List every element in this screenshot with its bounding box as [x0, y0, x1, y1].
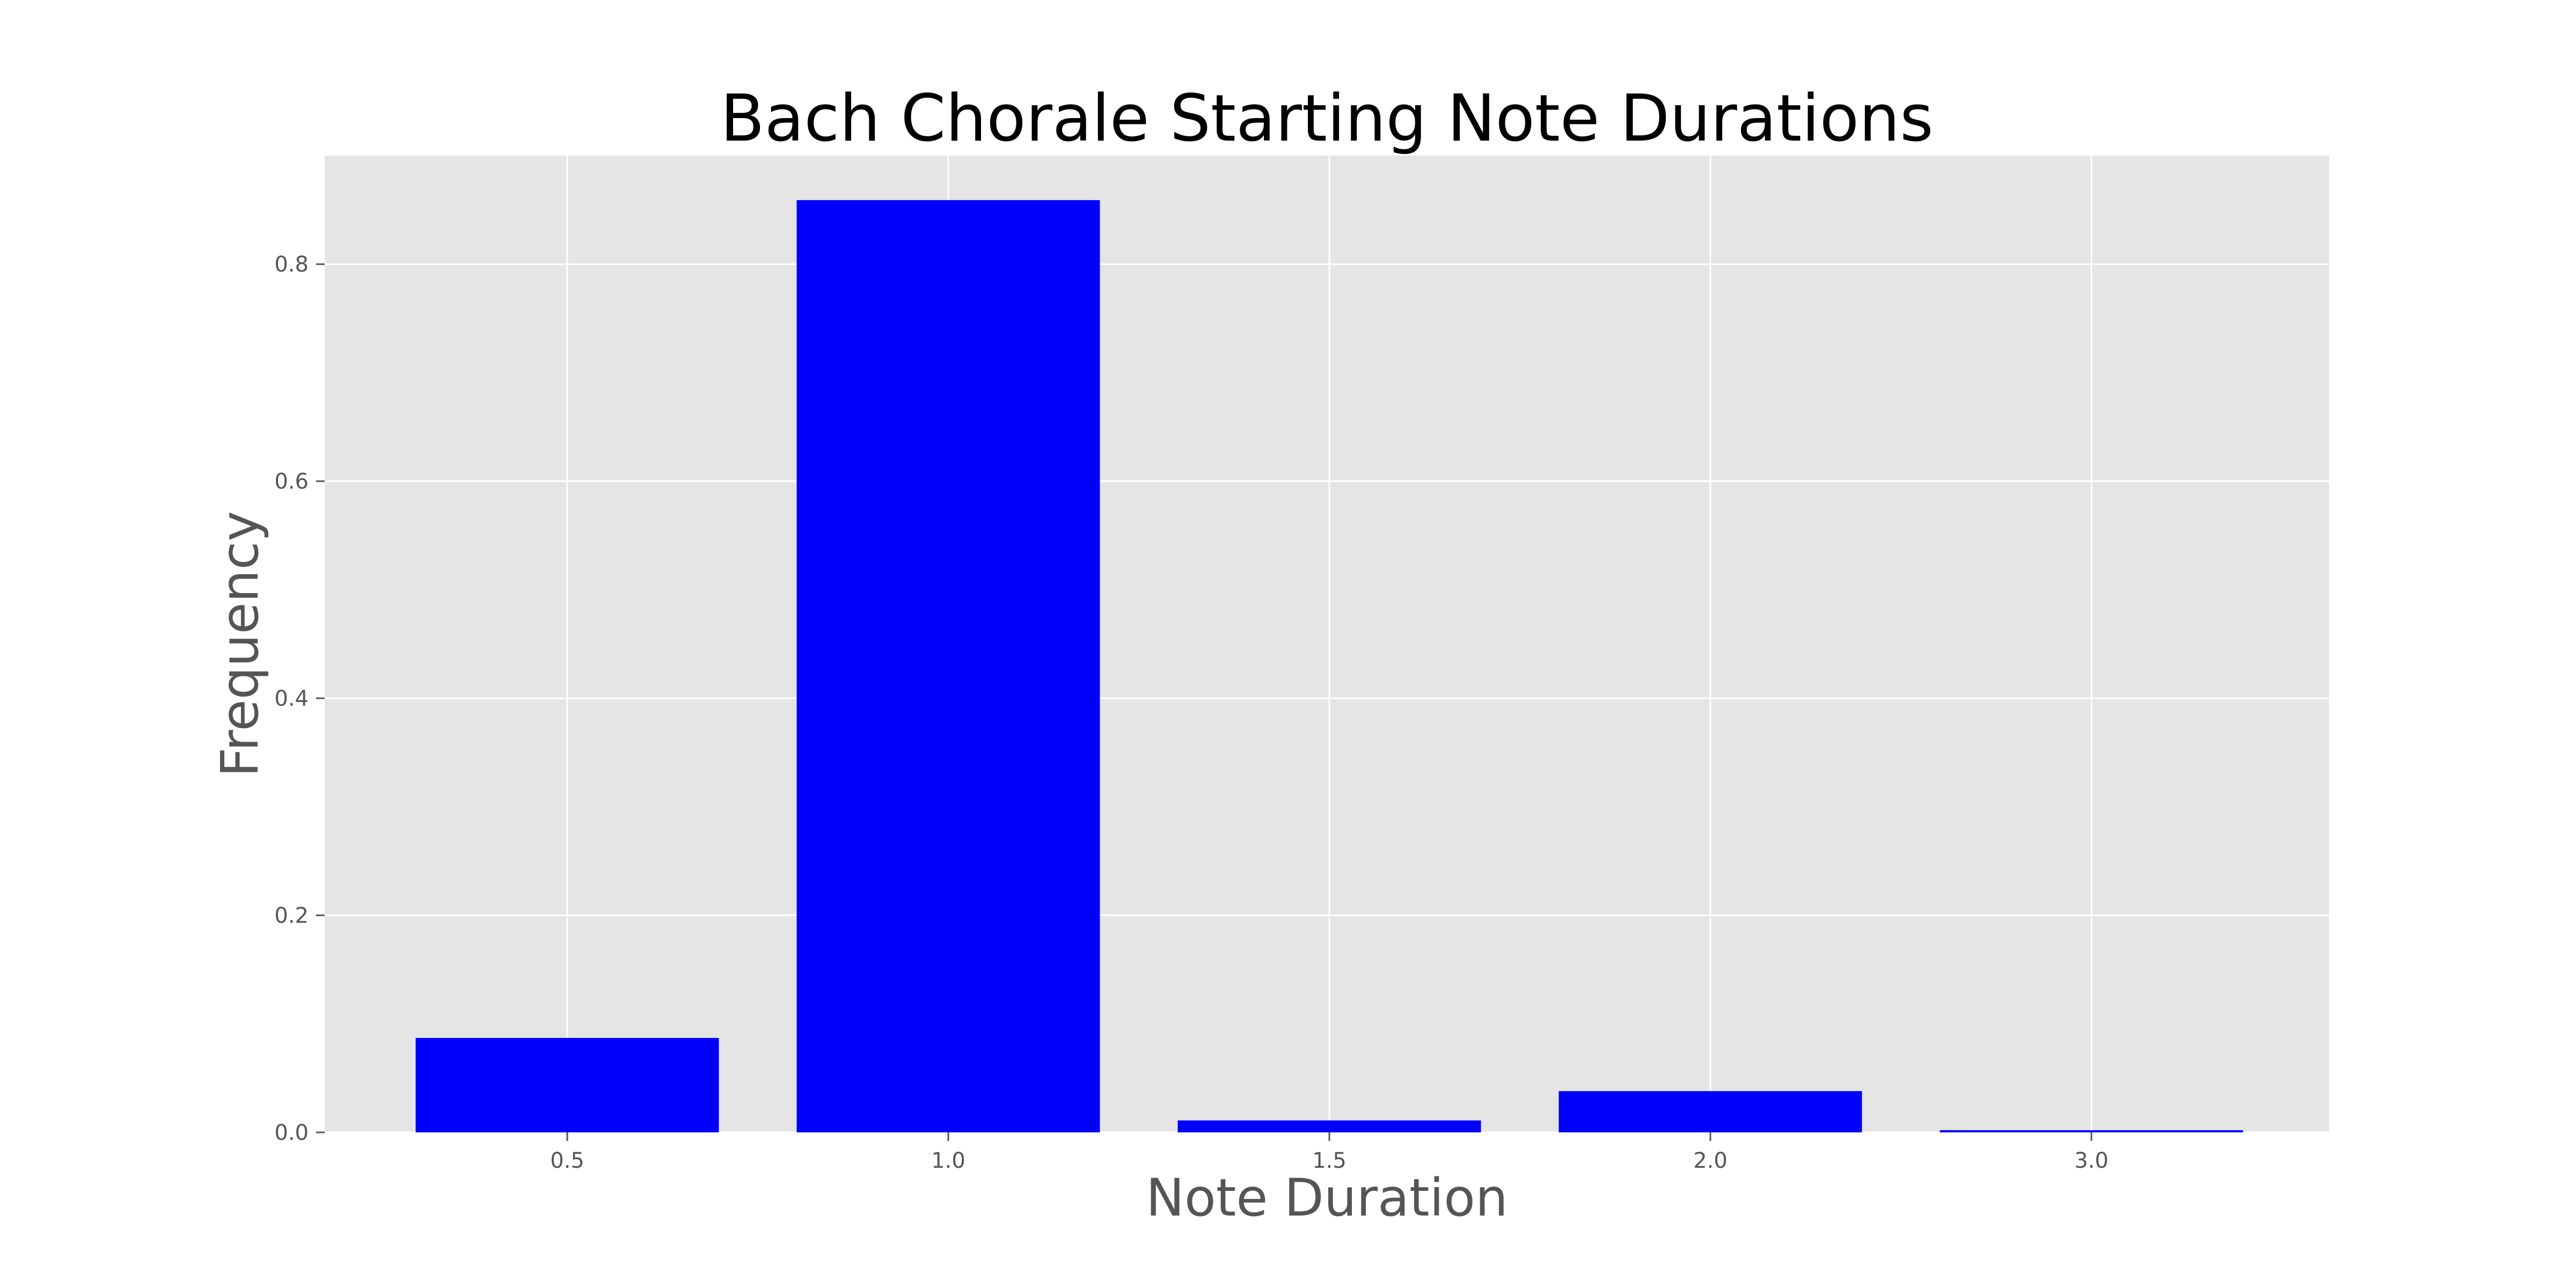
x-tick-label: 0.5: [550, 1148, 584, 1173]
y-tick-label: 0.8: [274, 252, 309, 277]
plot-area: [325, 156, 2329, 1132]
grid-lines: [325, 156, 2329, 1133]
y-tick-label: 0.2: [274, 904, 309, 928]
y-tick-label: 0.0: [274, 1121, 309, 1145]
y-tick-label: 0.6: [274, 470, 309, 494]
x-tick-label: 1.5: [1312, 1148, 1346, 1173]
bar-1-5: [1177, 1120, 1481, 1132]
bar-0-5: [415, 1038, 719, 1132]
x-tick-label: 3.0: [2074, 1148, 2109, 1173]
bar-2-0: [1558, 1091, 1862, 1132]
y-axis-ticks: 0.0 0.2 0.4 0.6 0.8: [274, 252, 325, 1145]
bar-1-0: [796, 200, 1100, 1132]
x-tick-label: 1.0: [931, 1148, 965, 1173]
bar-3-0: [1940, 1130, 2243, 1132]
x-axis-label: Note Duration: [1146, 1168, 1508, 1228]
x-axis-ticks: 0.5 1.0 1.5 2.0 3.0: [550, 1132, 2109, 1173]
y-tick-label: 0.4: [274, 686, 309, 711]
bars: [415, 200, 2243, 1132]
chart-title: Bach Chorale Starting Note Durations: [720, 82, 1933, 156]
y-axis-label: Frequency: [210, 511, 270, 777]
x-tick-label: 2.0: [1693, 1148, 1728, 1173]
